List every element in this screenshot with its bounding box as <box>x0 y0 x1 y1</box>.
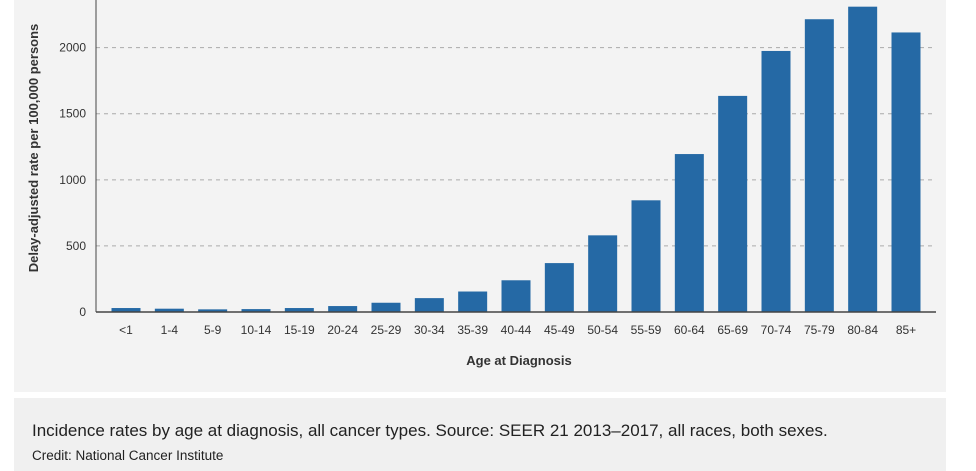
bar-65-69 <box>718 95 748 312</box>
x-tick-label: 20-24 <box>327 323 358 337</box>
x-tick-label: 80-84 <box>847 323 878 337</box>
bar-30-34 <box>414 298 444 312</box>
bar-35-39 <box>458 291 488 312</box>
axes: 0 500 1000 1500 2000 <1 1-4 5-9 10-14 15-19 20-24 2… <box>59 0 936 337</box>
bar-60-64 <box>674 154 704 312</box>
x-tick-label: 70-74 <box>761 323 792 337</box>
x-axis-title: Age at Diagnosis <box>466 353 571 368</box>
bar-5-9 <box>198 309 228 312</box>
figure-caption: Incidence rates by age at diagnosis, all… <box>32 421 828 440</box>
chart-panel: 0 500 1000 1500 2000 <1 1-4 5-9 10-14 15-19 20-24 2… <box>14 0 946 392</box>
bar-40-44 <box>501 280 531 312</box>
bar-50-54 <box>588 235 618 312</box>
x-tick-label: 5-9 <box>204 323 222 337</box>
y-tick-label: 0 <box>79 305 86 319</box>
y-tick-label: 1000 <box>59 173 86 187</box>
x-tick-label: 10-14 <box>241 323 272 337</box>
x-tick-label: 1-4 <box>161 323 179 337</box>
x-tick-label: 25-29 <box>371 323 402 337</box>
bar-45-49 <box>544 263 574 312</box>
bars <box>111 6 921 313</box>
x-tick-label: 30-34 <box>414 323 445 337</box>
bar-75-79 <box>804 19 834 313</box>
gridlines <box>96 47 936 247</box>
y-tick-label: 1500 <box>59 107 86 121</box>
bar-25-29 <box>371 302 401 312</box>
bar-85+ <box>891 32 921 312</box>
bar-<1 <box>111 308 141 312</box>
bar-20-24 <box>328 306 358 312</box>
figure-credit: Credit: National Cancer Institute <box>32 448 224 463</box>
y-tick-label: 2000 <box>59 41 86 55</box>
x-tick-label: 45-49 <box>544 323 575 337</box>
x-tick-label: 35-39 <box>457 323 488 337</box>
bar-70-74 <box>761 50 791 313</box>
x-tick-label: <1 <box>119 323 133 337</box>
x-tick-label: 40-44 <box>501 323 532 337</box>
bar-10-14 <box>241 309 271 312</box>
x-tick-label: 85+ <box>896 323 916 337</box>
x-tick-label: 65-69 <box>717 323 748 337</box>
bar-15-19 <box>284 308 314 312</box>
x-tick-label: 75-79 <box>804 323 835 337</box>
bar-80-84 <box>848 6 878 313</box>
y-axis-title: Delay-adjusted rate per 100,000 persons <box>26 24 41 273</box>
y-tick-label: 500 <box>66 239 86 253</box>
x-tick-label: 55-59 <box>631 323 662 337</box>
bar-55-59 <box>631 200 661 312</box>
bar-1-4 <box>154 308 184 312</box>
x-tick-label: 50-54 <box>587 323 618 337</box>
x-tick-label: 15-19 <box>284 323 315 337</box>
incidence-bar-chart: 0 500 1000 1500 2000 <1 1-4 5-9 10-14 15-19 20-24 2… <box>26 0 936 368</box>
caption-panel: Incidence rates by age at diagnosis, all… <box>14 398 946 471</box>
x-tick-label: 60-64 <box>674 323 705 337</box>
